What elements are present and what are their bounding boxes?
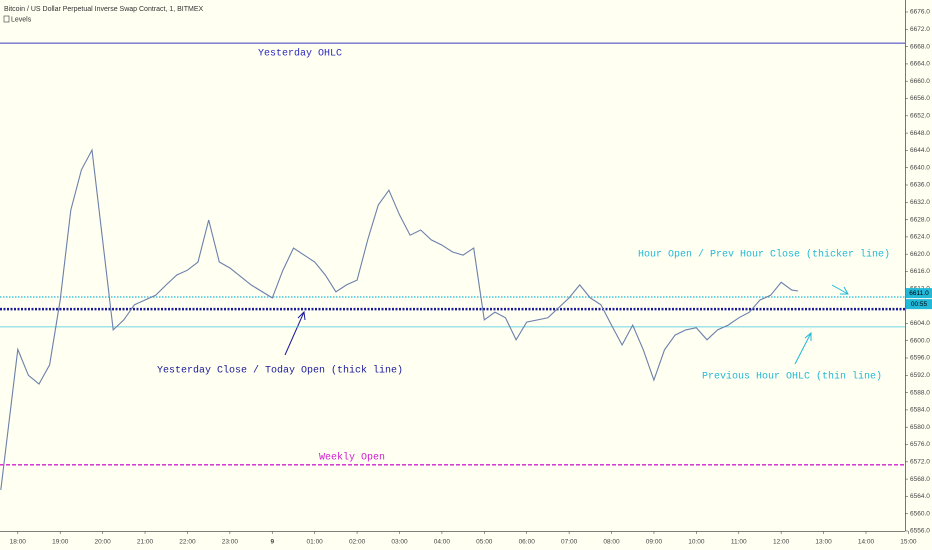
x-tick-label: 11:00 (731, 539, 747, 546)
x-tick-label: 03:00 (391, 539, 408, 546)
y-tick-label: 6616.0 (910, 268, 930, 275)
y-tick-label: 6656.0 (910, 95, 930, 102)
x-tick-label: 18:00 (10, 539, 27, 546)
arrow (284, 310, 306, 356)
x-tick-label: 05:00 (476, 539, 493, 546)
y-tick-label: 6604.0 (910, 320, 930, 327)
y-tick-label: 6556.0 (910, 528, 930, 535)
annotation: Yesterday OHLC (258, 48, 342, 60)
x-tick-label: 20:00 (94, 539, 111, 546)
y-tick-label: 6564.0 (910, 493, 930, 500)
x-tick-label: 10:00 (688, 539, 705, 546)
price-line (0, 148, 799, 490)
chart-title: Bitcoin / US Dollar Perpetual Inverse Sw… (4, 6, 204, 13)
y-tick-label: 6668.0 (910, 43, 930, 50)
y-tick-label: 6584.0 (910, 407, 930, 414)
y-tick-label: 6648.0 (910, 130, 930, 137)
y-tick-label: 6624.0 (910, 234, 930, 241)
y-tick-label: 6620.0 (910, 251, 930, 258)
y-tick-label: 6592.0 (910, 372, 930, 379)
y-tick-label: 6588.0 (910, 389, 930, 396)
countdown-tag (906, 299, 932, 310)
y-tick-label: 6600.0 (910, 337, 930, 344)
x-tick-label: 04:00 (434, 539, 451, 546)
annotation: Previous Hour OHLC (thin line) (702, 371, 882, 383)
x-tick-label: 06:00 (519, 539, 536, 546)
x-tick-label: 15:00 (900, 539, 917, 546)
x-tick-label: 22:00 (179, 539, 196, 546)
y-tick-label: 6672.0 (910, 26, 930, 33)
y-tick-label: 6640.0 (910, 164, 930, 171)
annotation: Yesterday Close / Today Open (thick line… (157, 365, 403, 377)
x-tick-label: 01:00 (307, 539, 324, 546)
arrow (831, 284, 849, 295)
x-tick-label: 13:00 (815, 539, 832, 546)
y-tick-label: 6560.0 (910, 510, 930, 517)
x-tick-label: 14:00 (858, 539, 875, 546)
indicator-label: Levels (11, 16, 32, 23)
y-tick-label: 6572.0 (910, 459, 930, 466)
price-tag (906, 288, 932, 299)
y-tick-label: 6636.0 (910, 182, 930, 189)
annotation: Hour Open / Prev Hour Close (thicker lin… (638, 249, 890, 261)
x-tick-label: 07:00 (561, 539, 578, 546)
y-tick-label: 6568.0 (910, 476, 930, 483)
y-tick-label: 6652.0 (910, 113, 930, 120)
arrow (794, 331, 812, 365)
x-tick-label: 08:00 (603, 539, 620, 546)
y-tick-label: 6644.0 (910, 147, 930, 154)
y-tick-label: 6664.0 (910, 61, 930, 68)
x-tick-label: 09:00 (646, 539, 663, 546)
x-tick-label: 9 (270, 539, 274, 546)
x-tick-label: 23:00 (222, 539, 239, 546)
x-tick-label: 02:00 (349, 539, 366, 546)
price-tag-label: 6611.0 (909, 290, 929, 297)
y-tick-label: 6660.0 (910, 78, 930, 85)
indicator-icon (3, 15, 10, 23)
countdown-label: 00:55 (911, 301, 928, 308)
y-tick-label: 6596.0 (910, 355, 930, 362)
annotation: Weekly Open (319, 452, 385, 464)
x-tick-label: 12:00 (773, 539, 790, 546)
x-tick-label: 19:00 (52, 539, 69, 546)
y-tick-label: 6580.0 (910, 424, 930, 431)
y-tick-label: 6676.0 (910, 9, 930, 16)
y-tick-label: 6632.0 (910, 199, 930, 206)
x-tick-label: 21:00 (137, 539, 154, 546)
y-tick-label: 6576.0 (910, 441, 930, 448)
arrows (284, 284, 849, 365)
y-tick-label: 6628.0 (910, 216, 930, 223)
